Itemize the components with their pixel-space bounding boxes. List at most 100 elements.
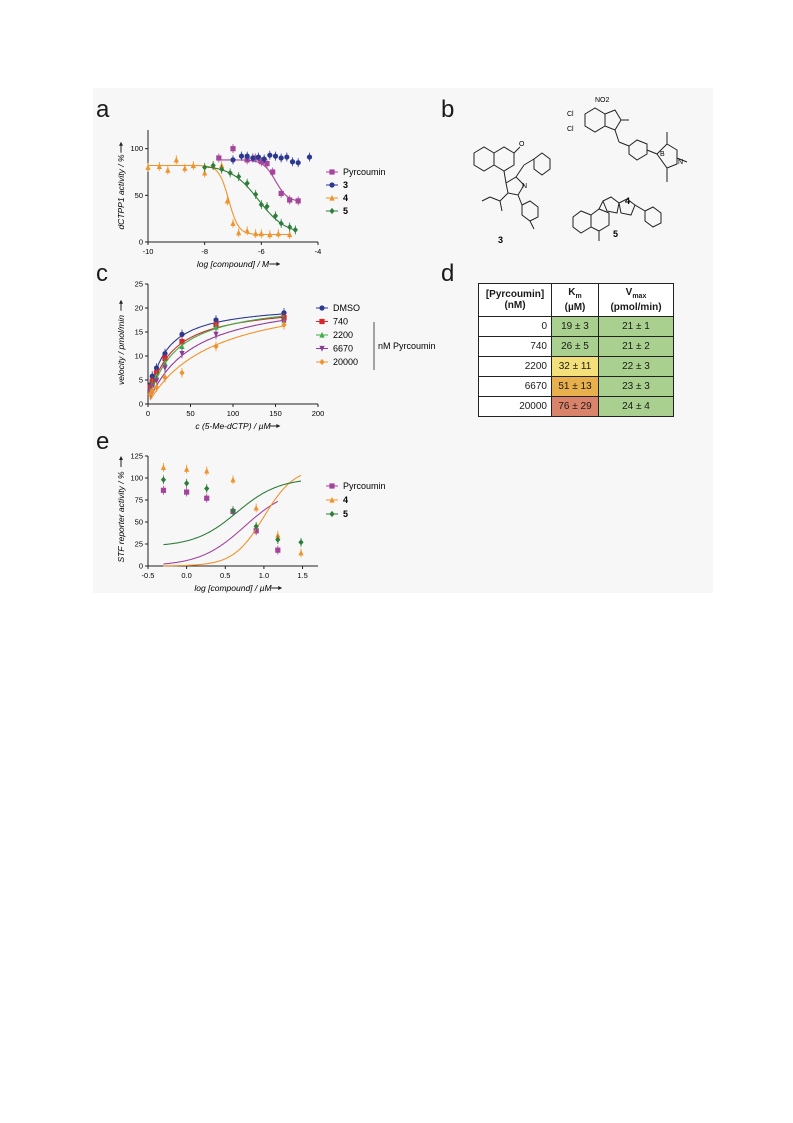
- panel-letter-d: d: [441, 260, 455, 287]
- atom-o-3: O: [519, 141, 525, 148]
- data-point: [255, 154, 262, 160]
- legend-marker: [319, 345, 325, 352]
- data-point: [275, 532, 281, 538]
- legend-label: 20000: [333, 357, 358, 367]
- legend-marker: [329, 207, 335, 215]
- y-tick-label: 100: [130, 144, 143, 153]
- data-point: [184, 466, 190, 472]
- chart-e: -0.5 0.0 0.5 1.0 1.5 0 25 50 75 100 125 log [compou…: [116, 452, 386, 594]
- data-point: [270, 169, 276, 175]
- data-point: [145, 164, 151, 170]
- data-point: [224, 197, 230, 204]
- x-tick-label: 50: [186, 409, 194, 418]
- data-point: [160, 487, 167, 493]
- cell-concentration: 6670: [478, 376, 552, 397]
- legend-marker: [319, 358, 325, 366]
- y-tick-label: 50: [135, 191, 143, 200]
- header-km-main: K: [568, 287, 576, 298]
- x-axis-arrowhead: [276, 424, 281, 428]
- legend-label: 740: [333, 317, 348, 327]
- header-km: Km (µM): [551, 283, 599, 317]
- data-point: [182, 165, 188, 171]
- y-tick-label: 25: [135, 540, 143, 549]
- cell-km: 32 ± 11: [551, 356, 599, 377]
- legend-marker: [319, 318, 325, 325]
- atom-n-4: N: [678, 159, 683, 166]
- data-point: [275, 547, 281, 553]
- y-axis-arrowhead: [119, 456, 123, 460]
- cell-km: 51 ± 13: [551, 376, 599, 397]
- data-point: [258, 201, 264, 208]
- data-point: [278, 155, 284, 161]
- cell-concentration: 0: [478, 316, 552, 337]
- data-point: [298, 549, 304, 556]
- cell-vmax: 22 ± 3: [598, 356, 674, 377]
- legend-label: 6670: [333, 344, 353, 354]
- legend-label: 3: [343, 180, 348, 190]
- panel-letter-e: e: [96, 428, 110, 455]
- data-point: [162, 360, 168, 366]
- x-tick-label: 200: [312, 409, 325, 418]
- legend-label: 5: [343, 509, 348, 519]
- atom-no2: NO2: [595, 97, 610, 104]
- fit-curve: [163, 474, 302, 567]
- header-km-unit: (µM): [564, 302, 586, 313]
- cell-concentration: 740: [478, 336, 552, 357]
- data-point: [244, 180, 250, 187]
- legend-label: 2200: [333, 330, 353, 340]
- y-tick-label: 10: [135, 352, 143, 361]
- header-pyrcoumin: [Pyrcoumin] (nM): [478, 283, 552, 317]
- y-axis-arrowhead: [119, 299, 123, 304]
- data-point: [295, 160, 301, 166]
- y-tick-label: 0: [139, 238, 143, 247]
- header-pyrcoumin-line2: (nM): [504, 300, 526, 311]
- data-point: [236, 173, 242, 180]
- data-point: [253, 230, 259, 237]
- table-row: 0 19 ± 3 21 ± 1: [478, 316, 674, 337]
- structure-compound-5: 5: [572, 196, 662, 241]
- data-point: [275, 230, 281, 237]
- table-row: 20000 76 ± 29 24 ± 4: [478, 396, 674, 417]
- x-tick-label: 1.5: [297, 571, 307, 580]
- data-point: [244, 227, 250, 234]
- data-point: [261, 156, 267, 162]
- data-point: [204, 485, 210, 492]
- legend-marker: [329, 182, 335, 188]
- legend-label: 4: [343, 193, 348, 203]
- data-point: [287, 231, 293, 238]
- fit-curve: [163, 500, 279, 565]
- legend-marker: [319, 331, 325, 338]
- legend-label: 4: [343, 495, 348, 505]
- data-point: [160, 464, 167, 471]
- legend-bracket-label: nM Pyrcoumin: [378, 341, 436, 351]
- x-axis-label: log [compound] / M: [197, 259, 270, 269]
- data-point: [253, 504, 259, 511]
- fit-curve: [163, 480, 302, 546]
- data-point: [153, 378, 160, 385]
- header-pyrcoumin-line1: [Pyrcoumin]: [485, 289, 545, 300]
- x-tick-label: -0.5: [142, 571, 155, 580]
- legend-marker: [329, 194, 335, 201]
- header-vmax-unit: (pmol/min): [610, 302, 662, 313]
- data-point: [306, 154, 313, 160]
- fit-curve: [218, 159, 299, 202]
- x-tick-label: 0.5: [220, 571, 230, 580]
- data-point: [156, 163, 162, 169]
- cell-km: 26 ± 5: [551, 336, 599, 357]
- x-tick-label: 100: [227, 409, 240, 418]
- data-point: [216, 155, 222, 161]
- km-vmax-table: [Pyrcoumin] (nM) Km (µM) Vmax (pmol/min)…: [478, 283, 674, 417]
- table-row: 2200 32 ± 11 22 ± 3: [478, 356, 674, 377]
- data-point: [149, 387, 155, 394]
- y-axis-label: dCTPP1 activity / %: [116, 154, 126, 230]
- data-point: [190, 162, 196, 169]
- data-point: [179, 343, 185, 349]
- legend-label: Pyrcoumin: [343, 167, 386, 177]
- y-tick-label: 20: [135, 304, 143, 313]
- atom-b: B: [660, 151, 665, 158]
- y-axis-label: velocity / pmol/min: [116, 315, 126, 385]
- y-axis-arrowhead: [119, 141, 123, 146]
- legend-marker: [329, 169, 335, 175]
- legend-marker: [319, 305, 325, 311]
- legend-label: Pyrcoumin: [343, 481, 386, 491]
